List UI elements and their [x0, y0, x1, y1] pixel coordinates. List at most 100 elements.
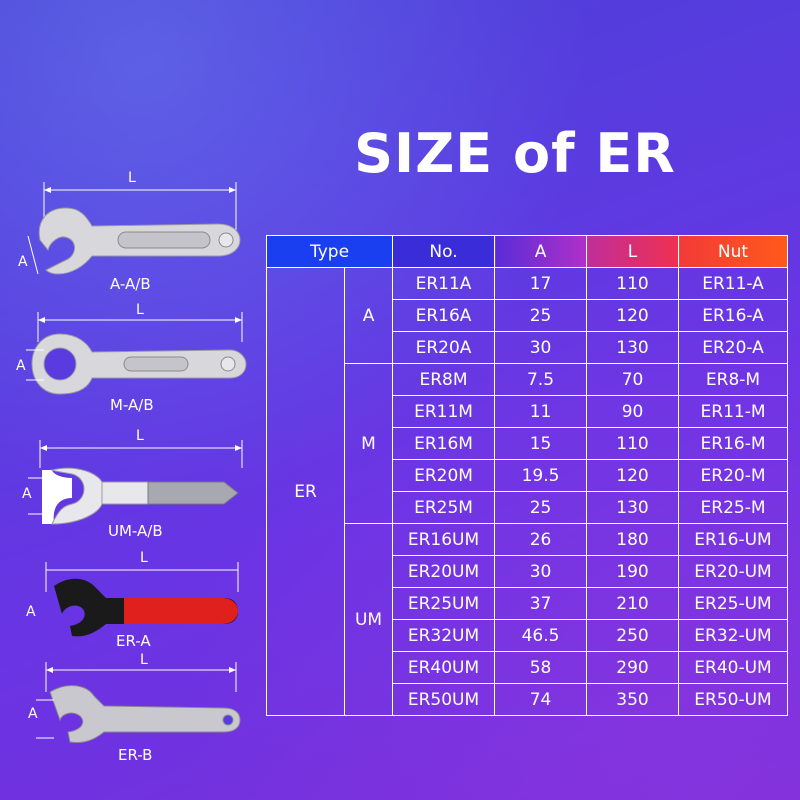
cell-nut: ER11-M — [678, 395, 789, 428]
cell-no: ER20A — [392, 331, 496, 364]
cell-a: 25 — [494, 299, 588, 332]
cell-a: 37 — [494, 587, 588, 620]
header-l: L — [586, 235, 680, 268]
cell-l: 110 — [586, 427, 680, 460]
cell-l: 70 — [586, 363, 680, 396]
dim-l-label: L — [140, 652, 148, 668]
wrench-a-ab-drawing — [27, 182, 241, 275]
dim-a-label: A — [28, 706, 38, 722]
cell-a: 25 — [494, 491, 588, 524]
cell-no: ER25M — [392, 491, 496, 524]
figure-label-a-ab: A-A/B — [110, 275, 151, 293]
cell-nut: ER16-M — [678, 427, 789, 460]
dim-a-label: A — [16, 358, 26, 374]
table-row: ER32UM 46.5 250 ER32-UM — [267, 619, 789, 652]
cell-a: 11 — [494, 395, 588, 428]
table-row: ER25M 25 130 ER25-M — [267, 491, 789, 524]
cell-l: 250 — [586, 619, 680, 652]
cell-a: 26 — [494, 523, 588, 556]
cell-no: ER11A — [392, 267, 496, 300]
cell-nut: ER11-A — [678, 267, 789, 300]
figure-label-er-a: ER-A — [116, 632, 151, 650]
header-type: Type — [265, 235, 394, 268]
subgroup-cell: UM — [343, 523, 394, 716]
cell-l: 90 — [586, 395, 680, 428]
cell-a: 30 — [494, 555, 588, 588]
cell-nut: ER16-A — [678, 299, 789, 332]
cell-a: 30 — [494, 331, 588, 364]
table-row: ER40UM 58 290 ER40-UM — [267, 651, 789, 684]
wrench-figure-um-ab: L A — [18, 428, 250, 528]
cell-a: 15 — [494, 427, 588, 460]
wrench-er-a-drawing — [45, 562, 239, 637]
cell-a: 19.5 — [494, 459, 588, 492]
cell-no: ER11M — [392, 395, 496, 428]
cell-a: 46.5 — [494, 619, 588, 652]
cell-no: ER16UM — [392, 523, 496, 556]
group-cell: ER — [266, 267, 345, 716]
cell-nut: ER20-M — [678, 459, 789, 492]
header-a: A — [494, 235, 588, 268]
table-row: ER50UM 74 350 ER50-UM — [267, 683, 789, 716]
cell-l: 110 — [586, 267, 680, 300]
wrench-figure-er-b: L A — [24, 652, 244, 747]
cell-nut: ER25-M — [678, 491, 789, 524]
table-row: UM ER16UM 26 180 ER16-UM — [267, 523, 789, 716]
dim-a-label: A — [18, 254, 28, 270]
table-row: M ER8M 7.5 70 ER8-M — [267, 363, 789, 524]
cell-no: ER8M — [392, 363, 496, 396]
cell-l: 120 — [586, 459, 680, 492]
subgroup-cell: A — [343, 267, 394, 364]
cell-no: ER40UM — [392, 651, 496, 684]
table-row: ER20M 19.5 120 ER20-M — [267, 459, 789, 492]
header-no: No. — [392, 235, 496, 268]
cell-nut: ER50-UM — [678, 683, 789, 716]
cell-l: 190 — [586, 555, 680, 588]
table-row: ER16A 25 120 ER16-A — [267, 299, 789, 332]
cell-l: 350 — [586, 683, 680, 716]
cell-l: 180 — [586, 523, 680, 556]
cell-nut: ER40-UM — [678, 651, 789, 684]
fig4-l-top-label: L — [140, 550, 148, 566]
cell-l: 210 — [586, 587, 680, 620]
table-row: ER11M 11 90 ER11-M — [267, 395, 789, 428]
cell-nut: ER16-UM — [678, 523, 789, 556]
cell-l: 120 — [586, 299, 680, 332]
figure-label-m-ab: M-A/B — [110, 396, 154, 414]
size-table: Type No. A L Nut ER A ER11A 17 110 ER11-A ER16… — [265, 235, 789, 716]
cell-l: 290 — [586, 651, 680, 684]
cell-a: 17 — [494, 267, 588, 300]
cell-l: 130 — [586, 331, 680, 364]
cell-no: ER20M — [392, 459, 496, 492]
dim-l-label: L — [128, 170, 136, 186]
cell-no: ER16A — [392, 299, 496, 332]
cell-nut: ER25-UM — [678, 587, 789, 620]
cell-no: ER50UM — [392, 683, 496, 716]
table-row: ER A ER11A 17 110 ER11-A — [266, 267, 789, 716]
dim-l-label: L — [136, 302, 144, 318]
dim-a-label: A — [22, 486, 32, 502]
cell-a: 7.5 — [494, 363, 588, 396]
cell-nut: ER8-M — [678, 363, 789, 396]
table-header-row: Type No. A L Nut — [265, 235, 789, 268]
wrench-er-b-drawing — [36, 662, 241, 743]
wrench-figure-er-a: A — [24, 548, 244, 638]
dim-a-label: A — [26, 604, 36, 620]
wrench-um-ab-drawing — [28, 440, 243, 525]
cell-no: ER25UM — [392, 587, 496, 620]
figure-label-er-b: ER-B — [118, 746, 153, 764]
table-row: ER20A 30 130 ER20-A — [267, 331, 789, 364]
subgroup-cell: M — [343, 363, 394, 524]
cell-a: 58 — [494, 651, 588, 684]
cell-nut: ER20-UM — [678, 555, 789, 588]
wrench-figure-m-ab: L A — [14, 302, 250, 397]
cell-no: ER16M — [392, 427, 496, 460]
table-row: ER16M 15 110 ER16-M — [267, 427, 789, 460]
header-nut: Nut — [678, 235, 789, 268]
figure-label-um-ab: UM-A/B — [108, 522, 163, 540]
cell-a: 74 — [494, 683, 588, 716]
cell-no: ER32UM — [392, 619, 496, 652]
page-title: SIZE of ER — [354, 122, 676, 185]
wrench-m-ab-drawing — [26, 312, 247, 395]
cell-nut: ER32-UM — [678, 619, 789, 652]
